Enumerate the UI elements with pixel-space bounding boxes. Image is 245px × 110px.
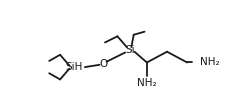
Text: SiH: SiH (65, 62, 83, 72)
Text: Si: Si (125, 45, 135, 55)
Text: NH₂: NH₂ (137, 78, 157, 87)
Text: O: O (99, 59, 108, 69)
Text: NH₂: NH₂ (200, 58, 219, 67)
